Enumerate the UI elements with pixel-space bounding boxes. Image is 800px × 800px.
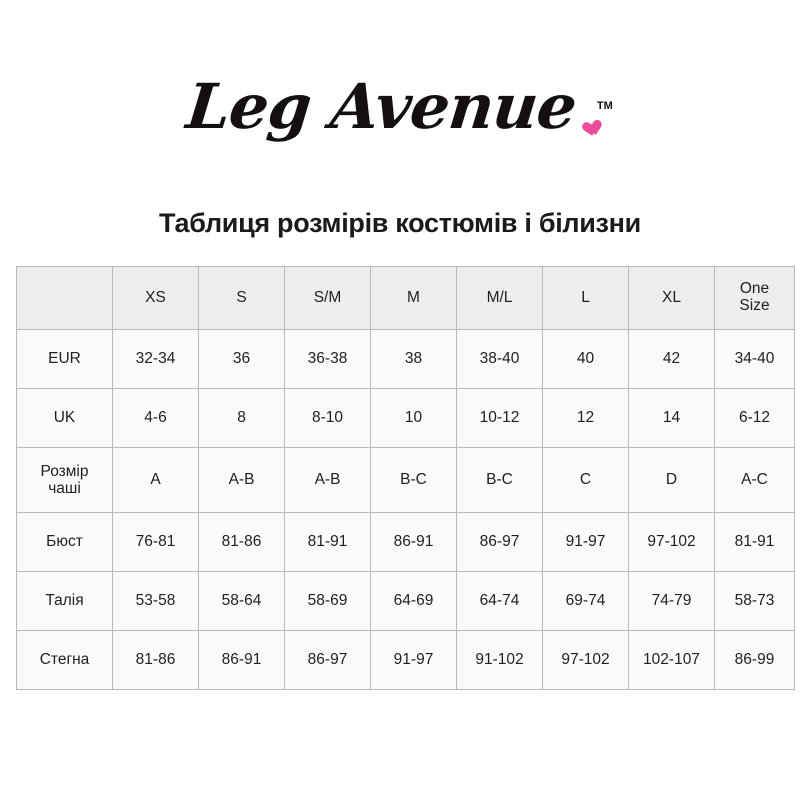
row-label-uk: UK	[16, 388, 113, 448]
cell-waist-one-size: 58-73	[714, 571, 795, 631]
brand-logo: Leg Avenue TM	[0, 52, 800, 162]
header-cell-l: L	[542, 266, 629, 330]
cell-waist-l: 69-74	[542, 571, 629, 631]
size-table-body: EUR 32-34 36 36-38 38 38-40 40 42 34-40 …	[16, 329, 795, 690]
cell-waist-sm: 58-69	[284, 571, 371, 631]
trademark-symbol: TM	[596, 100, 613, 112]
table-row-waist: Талія 53-58 58-64 58-69 64-69 64-74 69-7…	[16, 571, 795, 631]
cell-bust-sm: 81-91	[284, 512, 371, 572]
size-table-container: XS S S/M M M/L L XL One Size EUR 32-34	[16, 266, 795, 690]
cell-eur-s: 36	[198, 329, 285, 389]
header-cell-blank	[16, 266, 113, 330]
table-row-eur: EUR 32-34 36 36-38 38 38-40 40 42 34-40	[16, 329, 795, 389]
cell-waist-xs: 53-58	[112, 571, 199, 631]
page-title: Таблиця розмірів костюмів і білизни	[159, 208, 641, 238]
header-cell-xs: XS	[112, 266, 199, 330]
cell-uk-s: 8	[198, 388, 285, 448]
cell-cup-xl: D	[628, 447, 715, 513]
header-cell-xl: XL	[628, 266, 715, 330]
cell-cup-xs: A	[112, 447, 199, 513]
header-cell-m: M	[370, 266, 457, 330]
cell-uk-ml: 10-12	[456, 388, 543, 448]
cell-hips-s: 86-91	[198, 630, 285, 690]
cell-eur-l: 40	[542, 329, 629, 389]
row-label-waist: Талія	[16, 571, 113, 631]
cell-uk-one-size: 6-12	[714, 388, 795, 448]
cell-eur-one-size: 34-40	[714, 329, 795, 389]
cell-hips-ml: 91-102	[456, 630, 543, 690]
cell-bust-xl: 97-102	[628, 512, 715, 572]
cell-cup-ml: B-C	[456, 447, 543, 513]
cell-cup-s: A-B	[198, 447, 285, 513]
brand-logo-wrap: Leg Avenue TM	[183, 70, 613, 143]
size-table: XS S S/M M M/L L XL One Size EUR 32-34	[16, 266, 795, 690]
row-label-cup-size: Розмір чаші	[16, 447, 113, 513]
row-label-bust: Бюст	[16, 512, 113, 572]
brand-logo-text: Leg Avenue	[183, 70, 580, 143]
cell-hips-l: 97-102	[542, 630, 629, 690]
cell-hips-xl: 102-107	[628, 630, 715, 690]
cell-bust-l: 91-97	[542, 512, 629, 572]
cell-eur-xl: 42	[628, 329, 715, 389]
cell-waist-s: 58-64	[198, 571, 285, 631]
cell-cup-one-size: A-C	[714, 447, 795, 513]
table-row-uk: UK 4-6 8 8-10 10 10-12 12 14 6-12	[16, 388, 795, 448]
header-cell-sm: S/M	[284, 266, 371, 330]
row-label-cup-line1: Розмір	[40, 462, 89, 480]
header-one-size-line2: Size	[739, 297, 770, 314]
cell-bust-xs: 76-81	[112, 512, 199, 572]
cell-bust-s: 81-86	[198, 512, 285, 572]
table-row-bust: Бюст 76-81 81-86 81-91 86-91 86-97 91-97…	[16, 512, 795, 572]
cell-uk-xs: 4-6	[112, 388, 199, 448]
header-cell-s: S	[198, 266, 285, 330]
table-row-hips: Стегна 81-86 86-91 86-97 91-97 91-102 97…	[16, 630, 795, 690]
row-label-cup-line2: чаші	[48, 480, 81, 497]
header-cell-ml: M/L	[456, 266, 543, 330]
cell-eur-sm: 36-38	[284, 329, 371, 389]
cell-uk-m: 10	[370, 388, 457, 448]
cell-cup-m: B-C	[370, 447, 457, 513]
cell-uk-xl: 14	[628, 388, 715, 448]
cell-eur-ml: 38-40	[456, 329, 543, 389]
row-label-eur: EUR	[16, 329, 113, 389]
cell-hips-one-size: 86-99	[714, 630, 795, 690]
cell-bust-m: 86-91	[370, 512, 457, 572]
cell-cup-sm: A-B	[284, 447, 371, 513]
cell-uk-l: 12	[542, 388, 629, 448]
table-header-row: XS S S/M M M/L L XL One Size	[16, 266, 795, 330]
cell-cup-l: C	[542, 447, 629, 513]
cell-eur-xs: 32-34	[112, 329, 199, 389]
cell-bust-one-size: 81-91	[714, 512, 795, 572]
header-cell-one-size: One Size	[714, 266, 795, 330]
heart-icon	[577, 114, 597, 133]
header-one-size-line1: One	[739, 280, 770, 298]
cell-bust-ml: 86-97	[456, 512, 543, 572]
cell-eur-m: 38	[370, 329, 457, 389]
cell-hips-m: 91-97	[370, 630, 457, 690]
cell-waist-m: 64-69	[370, 571, 457, 631]
cell-uk-sm: 8-10	[284, 388, 371, 448]
table-row-cup-size: Розмір чаші A A-B A-B B-C B-C C D A-C	[16, 447, 795, 513]
row-label-hips: Стегна	[16, 630, 113, 690]
cell-hips-sm: 86-97	[284, 630, 371, 690]
cell-hips-xs: 81-86	[112, 630, 199, 690]
cell-waist-xl: 74-79	[628, 571, 715, 631]
cell-waist-ml: 64-74	[456, 571, 543, 631]
size-table-head: XS S S/M M M/L L XL One Size	[16, 266, 795, 330]
